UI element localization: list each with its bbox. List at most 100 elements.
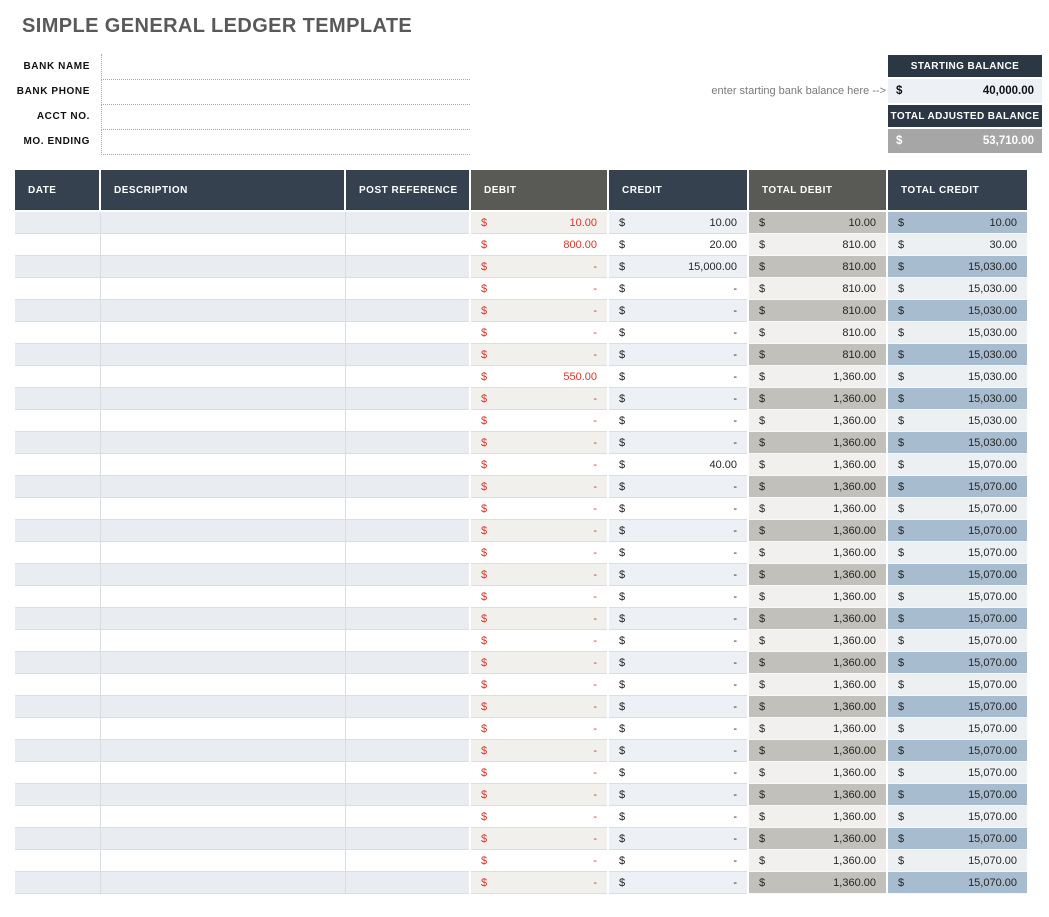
debit-cell[interactable]: $ - bbox=[470, 585, 609, 608]
description-cell[interactable] bbox=[100, 431, 346, 454]
debit-cell[interactable]: $ - bbox=[470, 409, 609, 432]
debit-cell[interactable]: $ - bbox=[470, 739, 609, 762]
description-cell[interactable] bbox=[100, 585, 346, 608]
description-cell[interactable] bbox=[100, 563, 346, 586]
debit-cell[interactable]: $ - bbox=[470, 827, 609, 850]
debit-cell[interactable]: $550.00 bbox=[470, 365, 609, 388]
date-cell[interactable] bbox=[15, 475, 101, 498]
date-cell[interactable] bbox=[15, 585, 101, 608]
post-reference-cell[interactable] bbox=[345, 629, 471, 652]
date-cell[interactable] bbox=[15, 673, 101, 696]
description-cell[interactable] bbox=[100, 541, 346, 564]
post-reference-cell[interactable] bbox=[345, 871, 471, 894]
post-reference-cell[interactable] bbox=[345, 761, 471, 784]
description-cell[interactable] bbox=[100, 343, 346, 366]
post-reference-cell[interactable] bbox=[345, 233, 471, 256]
debit-cell[interactable]: $ - bbox=[470, 849, 609, 872]
post-reference-cell[interactable] bbox=[345, 431, 471, 454]
credit-cell[interactable]: $ - bbox=[608, 409, 749, 432]
date-cell[interactable] bbox=[15, 717, 101, 740]
description-cell[interactable] bbox=[100, 277, 346, 300]
date-cell[interactable] bbox=[15, 387, 101, 410]
date-cell[interactable] bbox=[15, 805, 101, 828]
post-reference-cell[interactable] bbox=[345, 365, 471, 388]
post-reference-cell[interactable] bbox=[345, 387, 471, 410]
debit-cell[interactable]: $ - bbox=[470, 629, 609, 652]
description-cell[interactable] bbox=[100, 321, 346, 344]
description-cell[interactable] bbox=[100, 409, 346, 432]
credit-cell[interactable]: $ - bbox=[608, 321, 749, 344]
description-cell[interactable] bbox=[100, 739, 346, 762]
credit-cell[interactable]: $ - bbox=[608, 497, 749, 520]
post-reference-cell[interactable] bbox=[345, 409, 471, 432]
description-cell[interactable] bbox=[100, 475, 346, 498]
debit-cell[interactable]: $ - bbox=[470, 519, 609, 542]
credit-cell[interactable]: $ - bbox=[608, 849, 749, 872]
debit-cell[interactable]: $ - bbox=[470, 277, 609, 300]
credit-cell[interactable]: $ - bbox=[608, 277, 749, 300]
post-reference-cell[interactable] bbox=[345, 277, 471, 300]
credit-cell[interactable]: $ - bbox=[608, 585, 749, 608]
description-cell[interactable] bbox=[100, 211, 346, 234]
credit-cell[interactable]: $20.00 bbox=[608, 233, 749, 256]
description-cell[interactable] bbox=[100, 233, 346, 256]
description-cell[interactable] bbox=[100, 365, 346, 388]
mo-ending-input[interactable] bbox=[102, 129, 470, 153]
post-reference-cell[interactable] bbox=[345, 453, 471, 476]
debit-cell[interactable]: $ - bbox=[470, 431, 609, 454]
bank-phone-input[interactable] bbox=[102, 79, 470, 103]
date-cell[interactable] bbox=[15, 849, 101, 872]
debit-cell[interactable]: $ - bbox=[470, 651, 609, 674]
debit-cell[interactable]: $ - bbox=[470, 497, 609, 520]
credit-cell[interactable]: $ - bbox=[608, 739, 749, 762]
description-cell[interactable] bbox=[100, 783, 346, 806]
credit-cell[interactable]: $ - bbox=[608, 607, 749, 630]
credit-cell[interactable]: $ - bbox=[608, 365, 749, 388]
post-reference-cell[interactable] bbox=[345, 321, 471, 344]
post-reference-cell[interactable] bbox=[345, 497, 471, 520]
credit-cell[interactable]: $ - bbox=[608, 475, 749, 498]
debit-cell[interactable]: $ - bbox=[470, 343, 609, 366]
date-cell[interactable] bbox=[15, 431, 101, 454]
credit-cell[interactable]: $40.00 bbox=[608, 453, 749, 476]
debit-cell[interactable]: $ - bbox=[470, 255, 609, 278]
description-cell[interactable] bbox=[100, 497, 346, 520]
debit-cell[interactable]: $10.00 bbox=[470, 211, 609, 234]
credit-cell[interactable]: $ - bbox=[608, 827, 749, 850]
post-reference-cell[interactable] bbox=[345, 673, 471, 696]
credit-cell[interactable]: $ - bbox=[608, 299, 749, 322]
debit-cell[interactable]: $ - bbox=[470, 761, 609, 784]
date-cell[interactable] bbox=[15, 761, 101, 784]
debit-cell[interactable]: $ - bbox=[470, 475, 609, 498]
date-cell[interactable] bbox=[15, 277, 101, 300]
debit-cell[interactable]: $ - bbox=[470, 299, 609, 322]
credit-cell[interactable]: $ - bbox=[608, 431, 749, 454]
credit-cell[interactable]: $10.00 bbox=[608, 211, 749, 234]
post-reference-cell[interactable] bbox=[345, 805, 471, 828]
post-reference-cell[interactable] bbox=[345, 541, 471, 564]
description-cell[interactable] bbox=[100, 871, 346, 894]
date-cell[interactable] bbox=[15, 629, 101, 652]
date-cell[interactable] bbox=[15, 563, 101, 586]
post-reference-cell[interactable] bbox=[345, 563, 471, 586]
post-reference-cell[interactable] bbox=[345, 695, 471, 718]
date-cell[interactable] bbox=[15, 541, 101, 564]
debit-cell[interactable]: $ - bbox=[470, 871, 609, 894]
date-cell[interactable] bbox=[15, 299, 101, 322]
post-reference-cell[interactable] bbox=[345, 827, 471, 850]
debit-cell[interactable]: $ - bbox=[470, 805, 609, 828]
description-cell[interactable] bbox=[100, 827, 346, 850]
credit-cell[interactable]: $ - bbox=[608, 651, 749, 674]
debit-cell[interactable]: $ - bbox=[470, 453, 609, 476]
description-cell[interactable] bbox=[100, 519, 346, 542]
date-cell[interactable] bbox=[15, 739, 101, 762]
date-cell[interactable] bbox=[15, 519, 101, 542]
date-cell[interactable] bbox=[15, 695, 101, 718]
date-cell[interactable] bbox=[15, 783, 101, 806]
post-reference-cell[interactable] bbox=[345, 211, 471, 234]
acct-no-input[interactable] bbox=[102, 104, 470, 128]
description-cell[interactable] bbox=[100, 717, 346, 740]
date-cell[interactable] bbox=[15, 409, 101, 432]
description-cell[interactable] bbox=[100, 761, 346, 784]
post-reference-cell[interactable] bbox=[345, 475, 471, 498]
